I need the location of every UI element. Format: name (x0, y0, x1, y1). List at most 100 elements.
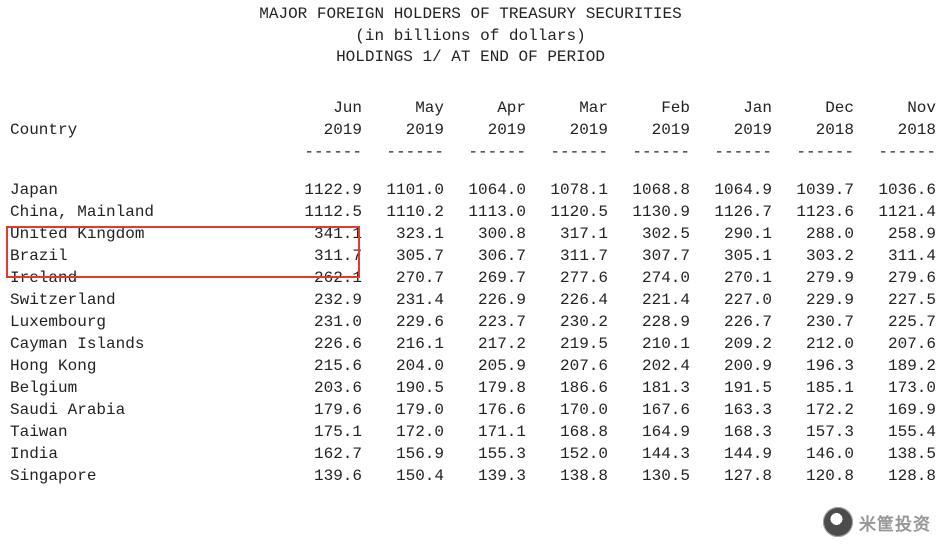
value-cell: 164.9 (608, 421, 690, 443)
value-cell: 227.5 (854, 289, 936, 311)
value-cell: 1123.6 (772, 201, 854, 223)
table-wrapper: JunMayAprMarFebJanDecNov Country20192019… (0, 97, 941, 487)
value-cell: 226.4 (526, 289, 608, 311)
table-row: Cayman Islands226.6216.1217.2219.5210.12… (10, 333, 936, 355)
title-line-3: HOLDINGS 1/ AT END OF PERIOD (0, 47, 941, 69)
table-header: JunMayAprMarFebJanDecNov Country20192019… (10, 97, 936, 163)
header-month: Jan (690, 97, 772, 119)
value-cell: 274.0 (608, 267, 690, 289)
table-row: China, Mainland1112.51110.21113.01120.51… (10, 201, 936, 223)
value-cell: 207.6 (854, 333, 936, 355)
value-cell: 156.9 (362, 443, 444, 465)
value-cell: 306.7 (444, 245, 526, 267)
value-cell: 186.6 (526, 377, 608, 399)
value-cell: 190.5 (362, 377, 444, 399)
header-month-row: JunMayAprMarFebJanDecNov (10, 97, 936, 119)
header-year: 2019 (280, 119, 362, 141)
value-cell: 170.0 (526, 399, 608, 421)
value-cell: 168.3 (690, 421, 772, 443)
header-year: 2019 (608, 119, 690, 141)
table-row: Singapore139.6150.4139.3138.8130.5127.81… (10, 465, 936, 487)
header-month: Nov (854, 97, 936, 119)
value-cell: 179.0 (362, 399, 444, 421)
value-cell: 1064.9 (690, 179, 772, 201)
value-cell: 212.0 (772, 333, 854, 355)
table-row: Japan1122.91101.01064.01078.11068.81064.… (10, 179, 936, 201)
value-cell: 185.1 (772, 377, 854, 399)
value-cell: 231.0 (280, 311, 362, 333)
header-year: 2019 (690, 119, 772, 141)
value-cell: 181.3 (608, 377, 690, 399)
table-row: Hong Kong215.6204.0205.9207.6202.4200.91… (10, 355, 936, 377)
value-cell: 179.8 (444, 377, 526, 399)
title-line-1: MAJOR FOREIGN HOLDERS OF TREASURY SECURI… (0, 4, 941, 26)
value-cell: 209.2 (690, 333, 772, 355)
value-cell: 162.7 (280, 443, 362, 465)
value-cell: 146.0 (772, 443, 854, 465)
value-cell: 1068.8 (608, 179, 690, 201)
header-dash: ------ (362, 141, 444, 163)
value-cell: 175.1 (280, 421, 362, 443)
value-cell: 173.0 (854, 377, 936, 399)
value-cell: 216.1 (362, 333, 444, 355)
value-cell: 168.8 (526, 421, 608, 443)
table-row: Brazil311.7305.7306.7311.7307.7305.1303.… (10, 245, 936, 267)
table-row: United Kingdom341.1323.1300.8317.1302.52… (10, 223, 936, 245)
value-cell: 139.3 (444, 465, 526, 487)
value-cell: 1112.5 (280, 201, 362, 223)
value-cell: 226.6 (280, 333, 362, 355)
value-cell: 269.7 (444, 267, 526, 289)
header-empty (10, 141, 280, 163)
header-month: May (362, 97, 444, 119)
value-cell: 262.1 (280, 267, 362, 289)
value-cell: 1078.1 (526, 179, 608, 201)
country-cell: Switzerland (10, 289, 280, 311)
table-row: Saudi Arabia179.6179.0176.6170.0167.6163… (10, 399, 936, 421)
value-cell: 138.5 (854, 443, 936, 465)
value-cell: 1121.4 (854, 201, 936, 223)
value-cell: 229.9 (772, 289, 854, 311)
value-cell: 1122.9 (280, 179, 362, 201)
value-cell: 341.1 (280, 223, 362, 245)
value-cell: 204.0 (362, 355, 444, 377)
value-cell: 138.8 (526, 465, 608, 487)
value-cell: 290.1 (690, 223, 772, 245)
header-dash: ------ (772, 141, 854, 163)
value-cell: 219.5 (526, 333, 608, 355)
table-row: Taiwan175.1172.0171.1168.8164.9168.3157.… (10, 421, 936, 443)
value-cell: 120.8 (772, 465, 854, 487)
country-cell: United Kingdom (10, 223, 280, 245)
value-cell: 311.7 (280, 245, 362, 267)
value-cell: 176.6 (444, 399, 526, 421)
value-cell: 127.8 (690, 465, 772, 487)
value-cell: 1113.0 (444, 201, 526, 223)
value-cell: 228.9 (608, 311, 690, 333)
value-cell: 163.3 (690, 399, 772, 421)
value-cell: 203.6 (280, 377, 362, 399)
value-cell: 305.1 (690, 245, 772, 267)
value-cell: 139.6 (280, 465, 362, 487)
value-cell: 231.4 (362, 289, 444, 311)
value-cell: 144.9 (690, 443, 772, 465)
header-dash: ------ (608, 141, 690, 163)
value-cell: 288.0 (772, 223, 854, 245)
header-year: 2019 (526, 119, 608, 141)
value-cell: 270.1 (690, 267, 772, 289)
value-cell: 1120.5 (526, 201, 608, 223)
header-month: Apr (444, 97, 526, 119)
value-cell: 311.4 (854, 245, 936, 267)
value-cell: 200.9 (690, 355, 772, 377)
watermark-text: 米筐投资 (859, 510, 931, 535)
header-dash: ------ (280, 141, 362, 163)
table-row: Luxembourg231.0229.6223.7230.2228.9226.7… (10, 311, 936, 333)
header-year: 2018 (854, 119, 936, 141)
value-cell: 217.2 (444, 333, 526, 355)
value-cell: 202.4 (608, 355, 690, 377)
value-cell: 232.9 (280, 289, 362, 311)
holdings-table: JunMayAprMarFebJanDecNov Country20192019… (10, 97, 936, 487)
spacer-row (10, 163, 936, 179)
header-dash: ------ (444, 141, 526, 163)
value-cell: 171.1 (444, 421, 526, 443)
value-cell: 311.7 (526, 245, 608, 267)
value-cell: 300.8 (444, 223, 526, 245)
